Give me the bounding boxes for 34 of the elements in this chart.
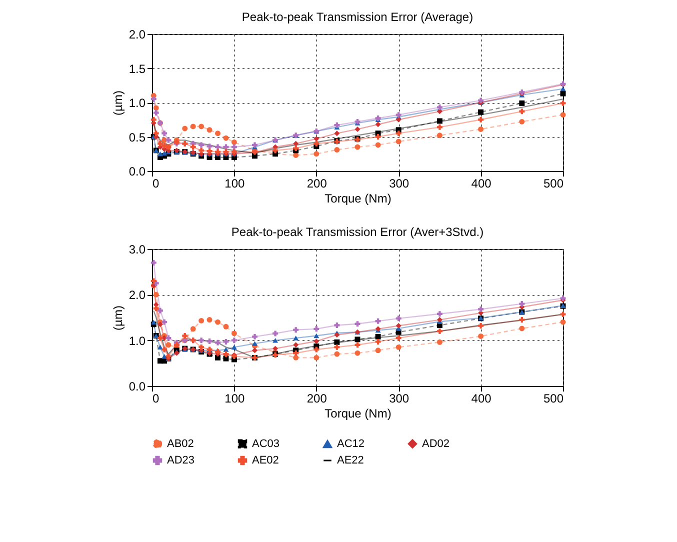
y-tick-label: 1.0 [128,96,146,110]
x-tick-label: 0 [152,392,160,406]
legend-label: AB02 [167,438,194,450]
chart-title: Peak-to-peak Transmission Error (Average) [242,10,474,24]
x-tick-label: 200 [306,176,328,190]
legend-label: AC03 [252,438,280,450]
y-tick-label: 0.0 [128,380,146,394]
y-tick-label: 0.0 [128,164,146,178]
y-tick-label: 0.5 [128,130,146,144]
y-axis-title: (µm) [110,306,125,330]
legend-label: AE22 [337,454,364,466]
x-tick-label: 500 [543,176,564,190]
x-tick-label: 100 [224,392,246,406]
x-tick-label: 0 [152,176,160,190]
x-tick-label: 400 [471,392,492,406]
x-axis-title: Torque (Nm) [324,406,392,420]
legend-label: AD23 [167,454,195,466]
y-tick-label: 1.0 [128,334,146,348]
x-tick-label: 100 [224,176,246,190]
y-tick-label: 2.0 [128,28,146,42]
y-tick-label: 3.0 [128,242,146,256]
y-tick-label: 1.5 [128,62,146,76]
y-axis-title: (µm) [110,90,125,116]
x-axis-title: Torque (Nm) [324,192,392,206]
legend-label: AE02 [252,454,279,466]
x-tick-label: 400 [471,176,492,190]
legend-label: AC12 [337,438,365,450]
y-tick-label: 2.0 [128,288,146,302]
x-tick-label: 500 [543,392,564,406]
x-tick-label: 300 [389,176,410,190]
x-tick-label: 300 [389,392,410,406]
x-tick-label: 200 [306,392,328,406]
chart-title: Peak-to-peak Transmission Error (Aver+3Stvd.) [231,225,484,239]
legend-label: AD02 [422,438,450,450]
